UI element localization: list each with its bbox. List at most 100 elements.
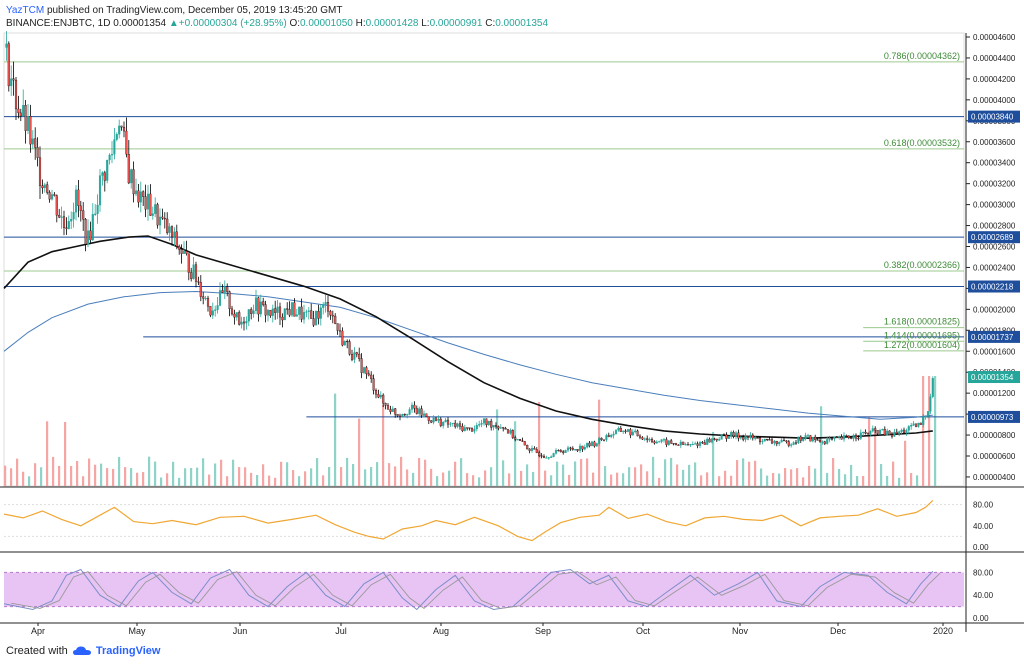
volume-bar [280,461,283,486]
candle-body [269,310,272,316]
created-with-text: Created with [6,645,68,657]
volume-bar [730,475,733,486]
volume-bar [388,463,391,486]
candle-body [70,218,73,222]
author-link[interactable]: YazTCM [6,5,45,16]
candle-body [180,249,183,254]
candle-body [516,439,519,441]
volume-bar [46,421,49,486]
candle-body [343,340,346,346]
time-tick-label: Apr [31,626,45,636]
candle-body [240,321,243,325]
volume-bar [934,376,937,486]
candle-body [677,444,680,446]
level-price-label: 0.00002218 [971,283,1014,292]
price-tick-label: 0.00002600 [973,243,1016,252]
candle-body [470,427,474,432]
time-tick-label: Sep [535,626,551,636]
candle-body [929,396,932,412]
candle-body [19,112,22,117]
volume-bar [58,465,61,486]
candle-body [226,286,229,292]
volume-bar [100,463,103,486]
candle-body [746,436,750,438]
candle-body [60,216,63,218]
level-price-tag [968,110,1020,123]
symbol-label[interactable]: BINANCE:ENJBTC, 1D [6,18,111,29]
candle-body [540,455,543,457]
price-tick-label: 0.00003200 [973,180,1016,189]
candle-body [26,116,30,131]
fib-level-label: 0.618(0.00003532) [884,138,960,148]
tradingview-logo-icon [72,646,91,656]
candle-body [29,116,32,145]
candle-body [158,216,162,226]
candle-body [166,218,169,233]
candle-body [665,439,668,445]
candle-body [864,431,867,434]
candle-body [610,435,613,437]
candle-body [701,442,704,444]
candle-body [694,443,697,445]
candle-body [245,321,248,324]
candle-body [67,221,70,229]
price-tick-label: 0.00000400 [973,473,1016,482]
candle-body [322,304,325,308]
candle-body [499,427,502,429]
candle-body [31,138,34,145]
candle-body [379,394,382,398]
volume-bar [748,461,751,486]
candle-body [538,452,541,456]
candle-body [305,311,308,313]
candle-body [355,352,358,355]
candle-body [691,444,694,446]
candle-body [598,437,601,444]
candle-body [442,421,445,426]
candle-body [485,418,488,426]
candle-body [619,427,622,432]
candle-body [36,147,39,158]
candle-body [170,226,174,238]
candle-body [139,191,142,203]
candle-body [430,420,433,423]
candle-body [708,438,711,443]
volume-bar [484,470,487,486]
volume-bar [544,470,547,486]
volume-bar [862,476,865,486]
volume-bar [190,467,193,486]
candle-body [401,414,404,417]
candle-body [799,436,802,441]
low-value: 0.00000991 [429,18,483,29]
volume-bar [874,430,877,486]
candle-body [814,436,817,440]
candle-body [830,438,834,440]
candle-body [458,423,462,427]
candle-body [314,311,318,326]
candle-body [605,435,608,440]
candle-body [775,441,778,445]
candle-body [478,424,481,426]
candle-body [761,440,764,443]
volume-bar [682,469,685,486]
candle-body [732,432,735,437]
stoch-tick-label: 80.00 [973,568,994,577]
candle-body [492,424,495,428]
candle-body [46,184,49,193]
candle-body [845,435,848,437]
fib-level-label: 0.382(0.00002366) [884,260,960,270]
candle-body [905,430,908,434]
candle-body [730,432,733,437]
candle-body [811,436,814,442]
candle-body [106,159,109,181]
fib-level-label: 1.414(0.00001695) [884,330,960,340]
tradingview-brand[interactable]: TradingView [95,645,161,657]
price-tick-label: 0.00004400 [973,54,1016,63]
time-tick-label: Dec [830,626,847,636]
volume-bar [214,463,217,486]
candle-body [254,297,258,311]
volume-bar [652,456,655,486]
moving-average-black [3,235,933,440]
volume-bar [472,475,475,486]
candle-body [161,216,164,219]
